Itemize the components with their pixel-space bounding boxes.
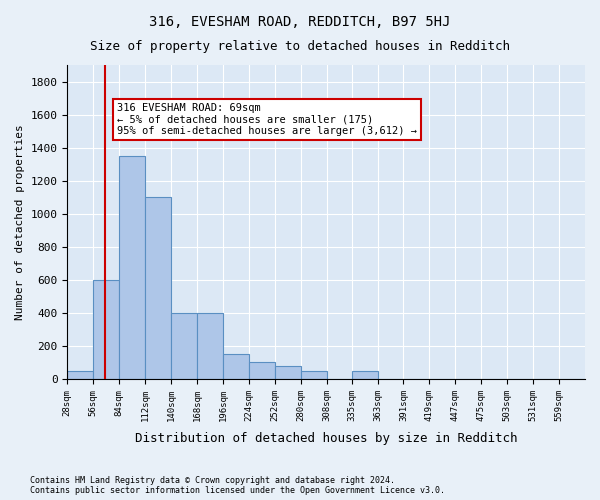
Text: Size of property relative to detached houses in Redditch: Size of property relative to detached ho… (90, 40, 510, 53)
Bar (145, 197, 171, 379)
Bar (93, 280, 119, 379)
Y-axis label: Number of detached properties: Number of detached properties (15, 124, 25, 320)
X-axis label: Distribution of detached houses by size in Redditch: Distribution of detached houses by size … (135, 432, 517, 445)
Bar (171, 313, 197, 379)
Bar (275, 366, 301, 379)
Text: Contains HM Land Registry data © Crown copyright and database right 2024.: Contains HM Land Registry data © Crown c… (30, 476, 395, 485)
Bar (352, 370, 377, 379)
Text: 316 EVESHAM ROAD: 69sqm
← 5% of detached houses are smaller (175)
95% of semi-de: 316 EVESHAM ROAD: 69sqm ← 5% of detached… (117, 103, 417, 136)
Bar (301, 370, 326, 379)
Bar (119, 156, 145, 379)
Text: Contains public sector information licensed under the Open Government Licence v3: Contains public sector information licen… (30, 486, 445, 495)
Text: 316, EVESHAM ROAD, REDDITCH, B97 5HJ: 316, EVESHAM ROAD, REDDITCH, B97 5HJ (149, 15, 451, 29)
Bar (223, 354, 249, 379)
Bar (197, 313, 223, 379)
Bar (67, 370, 93, 379)
Bar (249, 362, 275, 379)
